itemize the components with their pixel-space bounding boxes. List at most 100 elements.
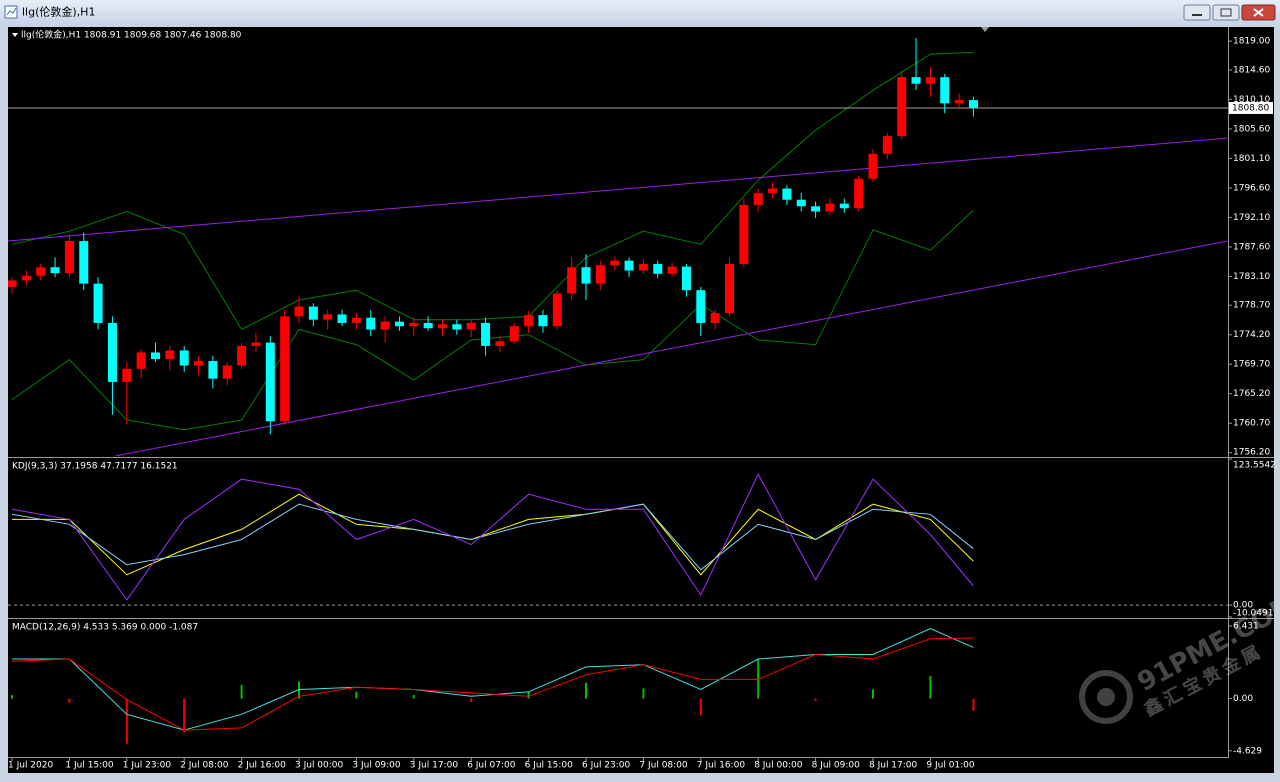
- candle-body: [653, 263, 663, 274]
- y-tick-label: 1778.70: [1233, 301, 1270, 311]
- candle-body: [954, 100, 964, 104]
- candle-body: [8, 280, 17, 287]
- watermark-logo: [1097, 688, 1115, 706]
- candle-body: [940, 77, 950, 104]
- candle-body: [968, 100, 978, 108]
- y-tick-label: 1756.20: [1233, 448, 1270, 458]
- x-tick-label: 8 Jul 00:00: [754, 761, 803, 771]
- candle-body: [868, 153, 878, 179]
- indicator-line: [11, 472, 974, 601]
- candle-body: [753, 193, 763, 205]
- candle-body: [423, 322, 433, 329]
- y-tick-label: 6.431: [1233, 622, 1259, 632]
- y-tick-label: 123.5542: [1233, 461, 1276, 471]
- x-tick-label: 2 Jul 08:00: [180, 761, 229, 771]
- shift-marker: [981, 27, 989, 32]
- candle-body: [452, 324, 462, 330]
- restore-glyph: [1220, 8, 1232, 17]
- x-tick-label: 1 Jul 2020: [8, 761, 53, 771]
- candle-body: [811, 206, 821, 212]
- last-price-label: 1808.80: [1232, 103, 1269, 113]
- candle-body: [366, 317, 376, 330]
- candle-body: [222, 365, 232, 379]
- candle-body: [610, 260, 620, 266]
- y-tick-label: 1760.70: [1233, 419, 1270, 429]
- window-title: llg(伦敦金),H1: [22, 5, 95, 19]
- x-tick-label: 9 Jul 01:00: [926, 761, 975, 771]
- candle-body: [280, 316, 290, 422]
- candle-body: [308, 306, 318, 320]
- candle-body: [337, 314, 347, 323]
- x-tick-label: 8 Jul 09:00: [812, 761, 861, 771]
- panel-header: MACD(12,26,9) 4.533 5.369 0.000 -1.087: [12, 623, 198, 633]
- panel-header: KDJ(9,3,3) 37.1958 47.7177 16.1521: [12, 462, 178, 472]
- candle-body: [179, 350, 189, 366]
- candle-body: [294, 306, 304, 317]
- x-tick-label: 2 Jul 16:00: [238, 761, 287, 771]
- candle-body: [107, 322, 117, 382]
- candle-body: [681, 266, 691, 291]
- y-tick-label: 1810.10: [1233, 95, 1270, 105]
- candle-body: [710, 313, 720, 323]
- y-tick-label: 1819.00: [1233, 37, 1270, 47]
- candle-body: [839, 203, 849, 209]
- candle-body: [165, 350, 175, 359]
- y-tick-label: 1774.20: [1233, 330, 1270, 340]
- candle-body: [409, 322, 419, 327]
- y-tick-label: -4.629: [1233, 746, 1262, 756]
- candle-body: [122, 368, 132, 382]
- y-tick-label: 1801.10: [1233, 154, 1270, 164]
- window-icon-glyph: [6, 7, 17, 16]
- candle-body: [624, 260, 634, 271]
- restore-button[interactable]: [1212, 4, 1240, 21]
- indicator-line: [11, 637, 974, 731]
- y-tick-label: 1787.60: [1233, 242, 1270, 252]
- candle-body: [208, 360, 218, 379]
- y-tick-label: 1796.60: [1233, 183, 1270, 193]
- candle-body: [194, 360, 204, 366]
- watermark-logo: [1079, 670, 1133, 724]
- x-tick-label: 8 Jul 17:00: [869, 761, 918, 771]
- candle-body: [825, 203, 835, 212]
- panel: [8, 472, 1228, 606]
- candle-body: [638, 263, 648, 271]
- title-bar: [0, 0, 1280, 25]
- candle-body: [380, 321, 390, 330]
- candle-body: [21, 275, 31, 281]
- candle-body: [251, 342, 261, 346]
- trend-line: [115, 240, 1228, 456]
- last-price-box: [1229, 101, 1273, 114]
- candle-body: [509, 326, 519, 342]
- header-arrow: [12, 33, 18, 37]
- candle-body: [151, 352, 160, 359]
- x-tick-label: 3 Jul 00:00: [295, 761, 344, 771]
- candle-body: [925, 77, 935, 84]
- x-tick-label: 6 Jul 07:00: [467, 761, 516, 771]
- trend-line: [8, 137, 1228, 242]
- x-tick-label: 1 Jul 15:00: [65, 761, 114, 771]
- y-tick-label: 0.00: [1233, 694, 1253, 704]
- candle-body: [911, 77, 921, 84]
- candle-body: [796, 199, 806, 207]
- candle-body: [265, 342, 275, 422]
- candle-body: [897, 77, 907, 137]
- candle-body: [136, 352, 146, 369]
- candle-body: [739, 204, 749, 264]
- candle-body: [595, 265, 605, 284]
- candle-body: [552, 293, 562, 327]
- candle-body: [725, 263, 734, 314]
- candle-body: [466, 322, 476, 330]
- indicator-line: [11, 503, 974, 571]
- candle-body: [64, 241, 74, 274]
- candle-body: [351, 317, 361, 323]
- y-tick-label: 1805.60: [1233, 124, 1270, 134]
- minimize-button[interactable]: [1183, 4, 1211, 21]
- panel: [11, 628, 975, 744]
- x-tick-label: 6 Jul 23:00: [582, 761, 631, 771]
- x-tick-label: 7 Jul 16:00: [697, 761, 746, 771]
- panel-header: llg(伦敦金),H1 1808.91 1809.68 1807.46 1808…: [21, 29, 242, 41]
- indicator-line: [12, 628, 974, 731]
- candle-body: [237, 345, 247, 366]
- candle-body: [782, 188, 792, 200]
